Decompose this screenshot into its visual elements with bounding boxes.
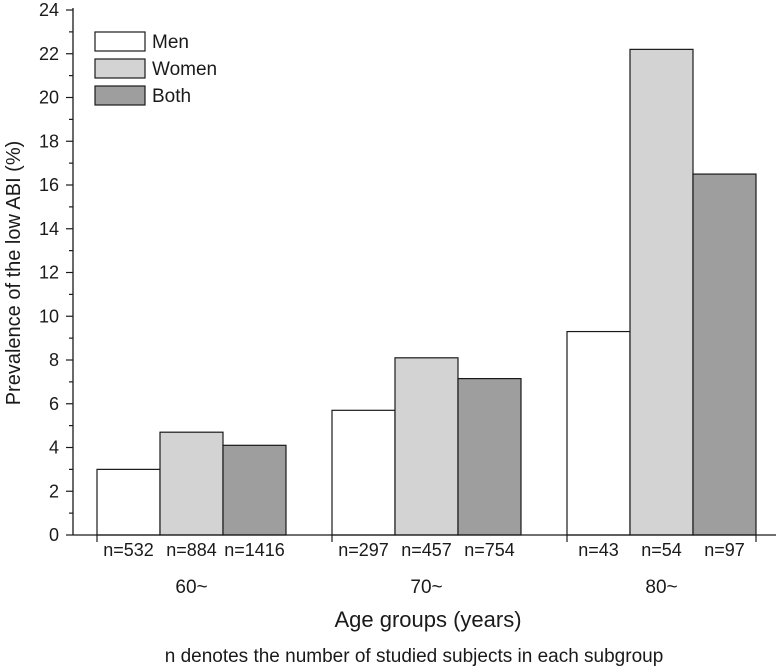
legend-label-both: Both — [152, 86, 191, 107]
category-label: 70~ — [410, 577, 442, 598]
y-tick-label: 12 — [39, 263, 59, 283]
bar-women-2 — [394, 357, 459, 536]
y-tick-label: 24 — [39, 0, 59, 20]
y-axis-title: Prevalence of the low ABI (%) — [3, 141, 25, 406]
y-tick-label: 4 — [49, 438, 59, 458]
n-label: n=54 — [641, 540, 682, 560]
n-label: n=43 — [578, 540, 619, 560]
y-tick-label: 6 — [49, 394, 59, 414]
n-label: n=297 — [338, 540, 389, 560]
category-label: 80~ — [645, 577, 677, 598]
footnote: n denotes the number of studied subjects… — [165, 646, 664, 667]
bars-group — [96, 48, 757, 536]
bar-both-1 — [222, 444, 287, 536]
bar-men-1 — [96, 468, 161, 536]
n-label: n=754 — [464, 540, 515, 560]
legend-label-men: Men — [152, 32, 189, 53]
n-label: n=457 — [401, 540, 452, 560]
y-tick-label: 0 — [49, 525, 59, 545]
legend-swatch-both — [94, 85, 146, 106]
n-label: n=884 — [166, 540, 217, 560]
y-tick-label: 18 — [39, 131, 59, 151]
legend-swatch-women — [94, 58, 146, 79]
legend-label-women: Women — [152, 59, 217, 80]
category-label: 60~ — [175, 577, 207, 598]
y-tick-label: 14 — [39, 219, 59, 239]
n-label: n=1416 — [224, 540, 285, 560]
category-labels-group: 60~ 70~ 80~ — [175, 577, 677, 598]
bar-both-2 — [457, 377, 522, 536]
y-tick-label: 10 — [39, 306, 59, 326]
y-tick-label: 2 — [49, 481, 59, 501]
y-tick-label: 8 — [49, 350, 59, 370]
y-tick-label: 20 — [39, 88, 59, 108]
legend: Men Women Both — [94, 31, 217, 107]
legend-swatch-men — [94, 31, 146, 52]
bar-men-2 — [331, 409, 396, 536]
bar-women-3 — [629, 48, 694, 536]
x-axis-title: Age groups (years) — [334, 607, 521, 632]
bar-both-3 — [692, 173, 757, 536]
n-label: n=532 — [103, 540, 154, 560]
y-tick-label: 16 — [39, 175, 59, 195]
bar-women-1 — [159, 431, 224, 536]
n-label: n=97 — [704, 540, 745, 560]
n-labels-group: n=532 n=297 n=43 n=884 n=457 n=54 n=1416 n=754 n… — [103, 540, 745, 560]
bar-men-3 — [566, 330, 631, 536]
y-tick-label: 22 — [39, 44, 59, 64]
